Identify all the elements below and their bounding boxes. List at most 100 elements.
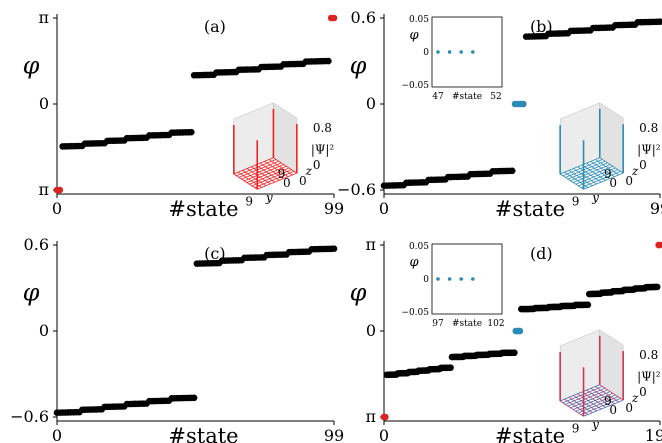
inset-grid-line: [562, 386, 603, 404]
inset-x-tick-label: 52: [490, 92, 501, 102]
inset-data-point: [459, 50, 464, 54]
inset-3d-wavefunction: 0.80|Ψ|²9 y0 0z9: [559, 102, 661, 208]
inset-grid-line: [559, 173, 584, 190]
x-tick-label: 99: [324, 199, 344, 218]
inset-grid-line: [568, 170, 593, 187]
inset-z-tick-label: 0: [639, 158, 647, 172]
data-point: [511, 349, 518, 357]
inset-y-tick-label: −0.05: [401, 308, 429, 318]
x-axis-label: #state: [168, 424, 238, 443]
inset-data-point: [436, 50, 440, 54]
inset-data-point: [447, 50, 452, 54]
y-tick-label: π: [365, 407, 376, 426]
inset-a-tick-label: 9: [245, 194, 253, 208]
inset-a-tick-label: 9: [572, 194, 580, 208]
y-axis-label: φ: [23, 51, 40, 79]
x-tick-label: 0: [379, 426, 389, 443]
inset-z-tick-label: 0.8: [639, 121, 658, 135]
panel-d: π0π0199#stateφ(d)0.050−0.05φ97102#state0…: [350, 235, 662, 443]
y-tick-label: 0.6: [24, 235, 49, 254]
inset-zoom: 0.05 0 −0.05 φ 97 102 #state: [401, 242, 504, 329]
inset-y-tick-label: 0: [423, 48, 429, 58]
inset-side-wall: [273, 102, 298, 174]
inset-b-tick-label: 0: [625, 401, 633, 415]
inset-b-tick-label: 9: [604, 394, 612, 408]
inset-z-label: |Ψ|²: [637, 370, 661, 384]
panel-b: 0.60−0.6099#stateφ(b)0.050−0.05φ4752#sta…: [337, 8, 662, 221]
inset-grid-line: [246, 165, 287, 183]
data-point: [330, 245, 338, 253]
inset-3d-wavefunction: 0.80|Ψ|²9 y0 0z9: [559, 329, 661, 435]
inset-grid-line: [567, 162, 608, 180]
inset-grid-line: [255, 164, 280, 181]
inset-frame: [431, 16, 503, 88]
inset-grid-line: [590, 388, 615, 405]
data-point: [56, 186, 64, 194]
inset-zoom: 0.05 0 −0.05 φ 47 52 #state: [401, 15, 503, 102]
inset-grid-line: [575, 167, 616, 185]
inset-grid-line: [560, 157, 600, 175]
inset-data-point: [471, 277, 475, 281]
y-axis-label: φ: [350, 278, 367, 306]
inset-grid-line: [583, 172, 624, 190]
inset-grid-line: [573, 168, 597, 185]
inset-grid-line: [242, 170, 267, 187]
inset-grid-line: [251, 169, 292, 187]
y-tick-label: 0: [39, 94, 49, 113]
inset-grid-line: [581, 164, 606, 181]
inset-grid-line: [580, 171, 621, 188]
inset-grid-line: [570, 164, 611, 182]
inset-grid-line: [577, 393, 602, 410]
inset-b-label: z: [631, 164, 639, 178]
inset-grid-line: [257, 172, 297, 190]
inset-data-point: [459, 277, 464, 281]
inset-x-label: #state: [452, 319, 482, 329]
inset-grid-line: [564, 171, 589, 188]
inset-grid-line: [599, 384, 624, 401]
inset-b-tick-label: 0: [299, 174, 307, 188]
inset-x-tick-label: 97: [432, 319, 444, 329]
y-tick-label: 0: [366, 321, 376, 340]
inset-grid-line: [570, 391, 611, 409]
inset-data-point: [447, 277, 452, 281]
inset-grid-line: [586, 389, 611, 406]
data-point: [325, 57, 332, 65]
inset-x-label: #state: [452, 92, 482, 102]
inset-grid-line: [586, 162, 611, 179]
inset-b-tick-label: 9: [278, 167, 286, 181]
data-point: [382, 413, 389, 421]
x-tick-label: 0: [379, 199, 389, 218]
inset-grid-line: [578, 169, 619, 187]
inset-frame: [431, 243, 503, 315]
inset-grid-line: [573, 392, 613, 410]
inset-y-tick-label: 0.05: [409, 15, 429, 25]
y-tick-label: −0.6: [10, 407, 49, 426]
x-tick-label: 99: [650, 199, 662, 218]
data-point: [516, 327, 524, 335]
inset-data-point: [436, 277, 440, 281]
inset-grid-line: [562, 159, 603, 177]
inset-grid-line: [575, 394, 616, 412]
inset-a-label: y: [591, 190, 599, 204]
inset-grid-line: [595, 159, 619, 176]
inset-grid-line: [233, 157, 274, 175]
inset-grid-line: [251, 166, 276, 183]
y-tick-label: 0: [366, 94, 376, 113]
inset-y-tick-label: −0.05: [401, 81, 429, 91]
inset-a-label: y: [265, 190, 273, 204]
inset-z-tick-label: 0.8: [313, 121, 332, 135]
data-point: [656, 18, 662, 26]
inset-b-label: z: [305, 164, 313, 178]
inset-x-tick-label: 102: [487, 319, 504, 329]
inset-grid-line: [273, 157, 298, 174]
x-tick-label: 0: [52, 426, 62, 443]
inset-b-label: z: [631, 391, 639, 405]
inset-y-tick-label: 0.05: [409, 242, 429, 252]
x-tick-label: 99: [324, 426, 344, 443]
y-tick-label: 0.6: [351, 8, 376, 27]
inset-grid-line: [238, 171, 262, 188]
inset-x-tick-label: 47: [432, 92, 444, 102]
panel-label: (d): [530, 244, 553, 263]
